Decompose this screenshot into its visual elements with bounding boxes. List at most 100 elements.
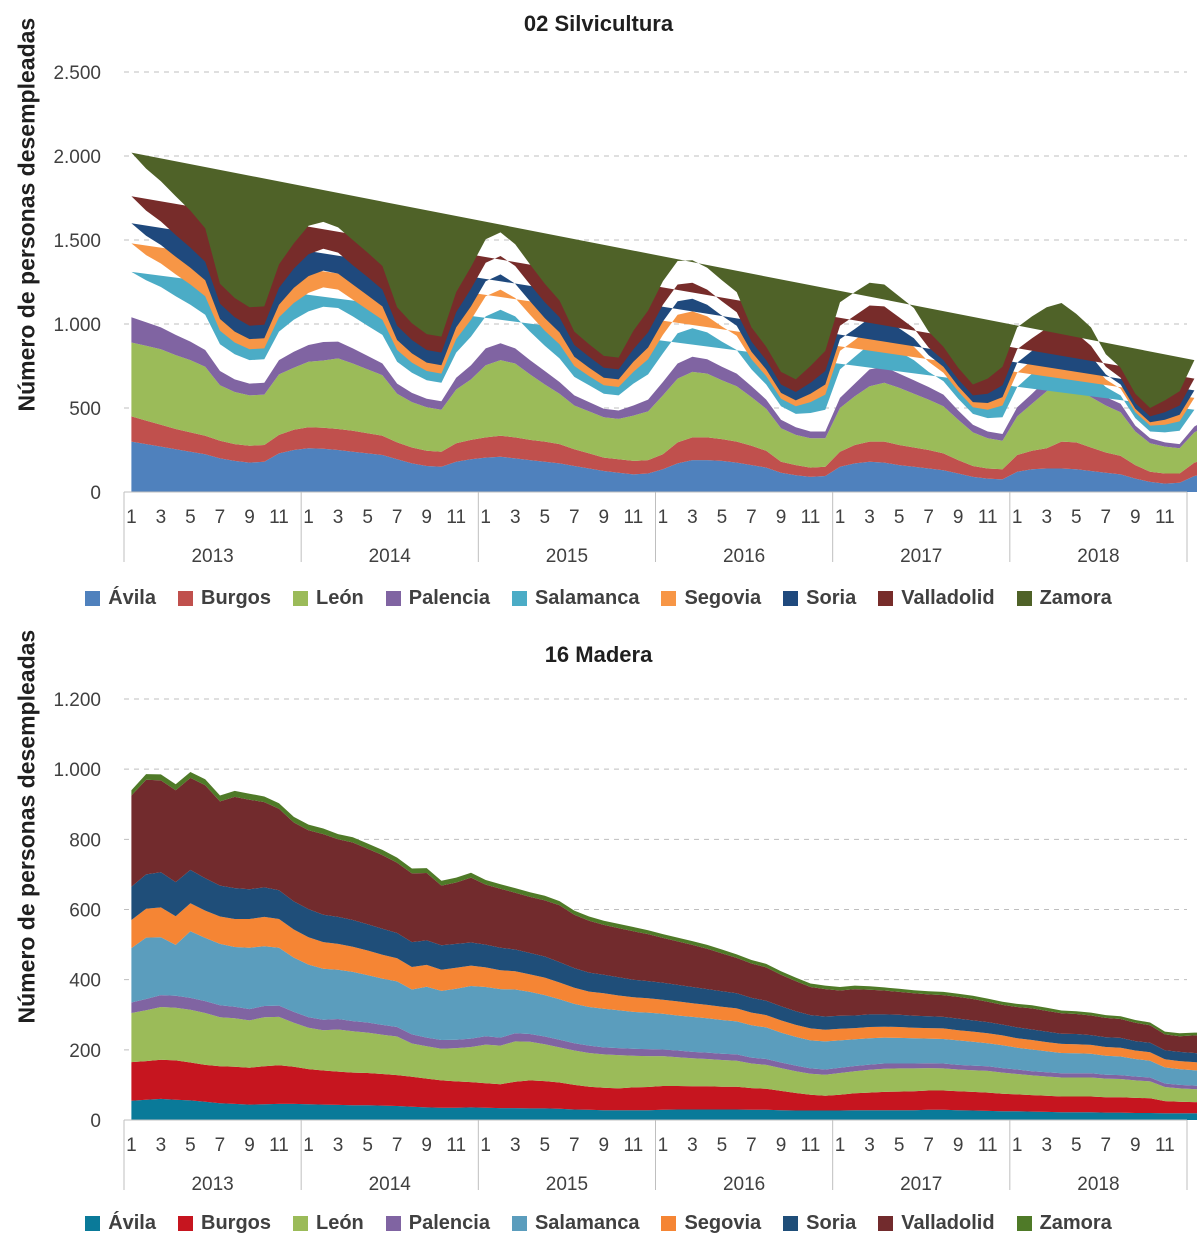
legend-swatch [385, 591, 401, 606]
x-tick-label: 5 [362, 1135, 373, 1156]
y-tick-label: 0 [90, 483, 101, 504]
y-tick-label: 1.000 [53, 760, 101, 781]
legend-swatch [783, 591, 799, 606]
x-tick-label: 9 [244, 1135, 255, 1156]
chart-silvicultura: 02 Silvicultura Número de personas desem… [0, 11, 1197, 610]
year-label: 2013 [191, 546, 233, 567]
legend-label: Salamanca [534, 1212, 640, 1234]
year-label: 2015 [546, 546, 588, 567]
legend-item: Salamanca [511, 1212, 640, 1235]
x-tick-label: 1 [658, 1135, 669, 1156]
legend-item: Burgos [178, 1212, 271, 1235]
legend-label: Palencia [408, 1212, 490, 1234]
x-tick-label: 11 [446, 507, 466, 528]
legend-label: León [316, 1212, 364, 1234]
x-tick-label: 1 [658, 507, 669, 528]
legend-swatch [178, 1216, 193, 1231]
chart-legend: Ávila Burgos León Palencia Salamanca Segovia S… [0, 1212, 1197, 1235]
legend-swatch [293, 591, 308, 606]
x-tick-label: 3 [687, 1135, 698, 1156]
x-tick-label: 7 [569, 1135, 580, 1156]
x-tick-label: 3 [333, 507, 344, 528]
legend-swatch [385, 1216, 401, 1231]
x-tick-label: 1 [1012, 1135, 1023, 1156]
x-tick-label: 11 [801, 1135, 821, 1156]
legend-item: Valladolid [878, 1212, 995, 1235]
legend-swatch [85, 1216, 101, 1231]
y-tick-label: 600 [69, 901, 101, 922]
x-tick-label: 5 [185, 1135, 196, 1156]
x-tick-label: 11 [978, 507, 998, 528]
legend-label: Zamora [1039, 587, 1112, 609]
x-tick-label: 7 [569, 507, 580, 528]
x-tick-label: 7 [392, 507, 403, 528]
y-tick-label: 200 [69, 1041, 101, 1062]
legend-swatch [661, 591, 677, 606]
x-tick-label: 11 [978, 1135, 998, 1156]
year-label: 2016 [723, 546, 765, 567]
x-tick-label: 5 [717, 1135, 728, 1156]
legend-swatch [1016, 1216, 1032, 1231]
legend-swatch [85, 591, 101, 606]
year-label: 2014 [369, 1174, 412, 1195]
legend-label: Burgos [201, 587, 271, 609]
area-series-salamanca [131, 931, 1197, 1086]
legend-label: Soria [806, 1212, 857, 1234]
legend-label: León [316, 587, 364, 609]
x-tick-label: 1 [303, 507, 314, 528]
legend-label: Ávila [108, 1212, 156, 1234]
legend-label: Segovia [684, 1212, 762, 1234]
year-label: 2018 [1077, 1174, 1119, 1195]
y-tick-label: 1.500 [53, 231, 101, 252]
x-tick-label: 3 [1041, 1135, 1052, 1156]
x-tick-label: 11 [269, 507, 289, 528]
x-tick-label: 5 [1071, 1135, 1082, 1156]
x-tick-label: 3 [864, 1135, 875, 1156]
x-tick-label: 11 [446, 1135, 466, 1156]
legend-label: Soria [806, 587, 857, 609]
x-tick-label: 9 [421, 1135, 432, 1156]
legend-label: Palencia [408, 587, 490, 609]
legend-item: León [293, 1212, 364, 1235]
year-label: 2013 [191, 1174, 233, 1195]
legend-swatch [878, 591, 894, 606]
legend-swatch [1016, 591, 1032, 606]
chart-legend: Ávila Burgos León Palencia Salamanca Segovia S… [0, 587, 1197, 610]
x-tick-label: 3 [510, 1135, 521, 1156]
chart-madera: 16 Madera Número de personas desempleada… [0, 620, 1197, 1240]
x-tick-label: 9 [1130, 507, 1141, 528]
legend-item: Valladolid [878, 587, 995, 610]
area-series-le-n [131, 342, 1197, 474]
area-series-burgos [131, 416, 1197, 484]
year-label: 2015 [546, 1174, 588, 1195]
x-tick-label: 9 [953, 1135, 964, 1156]
legend-item: Segovia [661, 587, 761, 610]
x-tick-label: 9 [776, 1135, 787, 1156]
x-tick-label: 3 [864, 507, 875, 528]
year-label: 2018 [1077, 546, 1119, 567]
x-tick-label: 3 [510, 507, 521, 528]
y-tick-label: 400 [69, 971, 101, 992]
area-series--vila [131, 441, 1197, 492]
x-tick-label: 3 [1041, 507, 1052, 528]
area-series-palencia [131, 995, 1197, 1090]
x-tick-label: 11 [1155, 1135, 1175, 1156]
legend-swatch [878, 1216, 894, 1231]
area-series-burgos [131, 1059, 1197, 1114]
x-tick-label: 7 [1101, 507, 1112, 528]
area-series--vila [131, 1098, 1197, 1120]
area-series-segovia [131, 903, 1197, 1071]
x-tick-label: 5 [717, 507, 728, 528]
chart-title: 02 Silvicultura [523, 11, 674, 36]
y-tick-label: 2.000 [53, 147, 101, 168]
legend-item: Palencia [385, 1212, 490, 1235]
x-tick-label: 1 [1012, 507, 1023, 528]
legend-label: Valladolid [901, 1212, 995, 1234]
x-tick-label: 1 [835, 507, 846, 528]
area-series-zamora [131, 152, 1195, 408]
legend-item: Palencia [385, 587, 490, 610]
legend-item: Salamanca [511, 587, 639, 610]
x-tick-label: 9 [421, 507, 432, 528]
